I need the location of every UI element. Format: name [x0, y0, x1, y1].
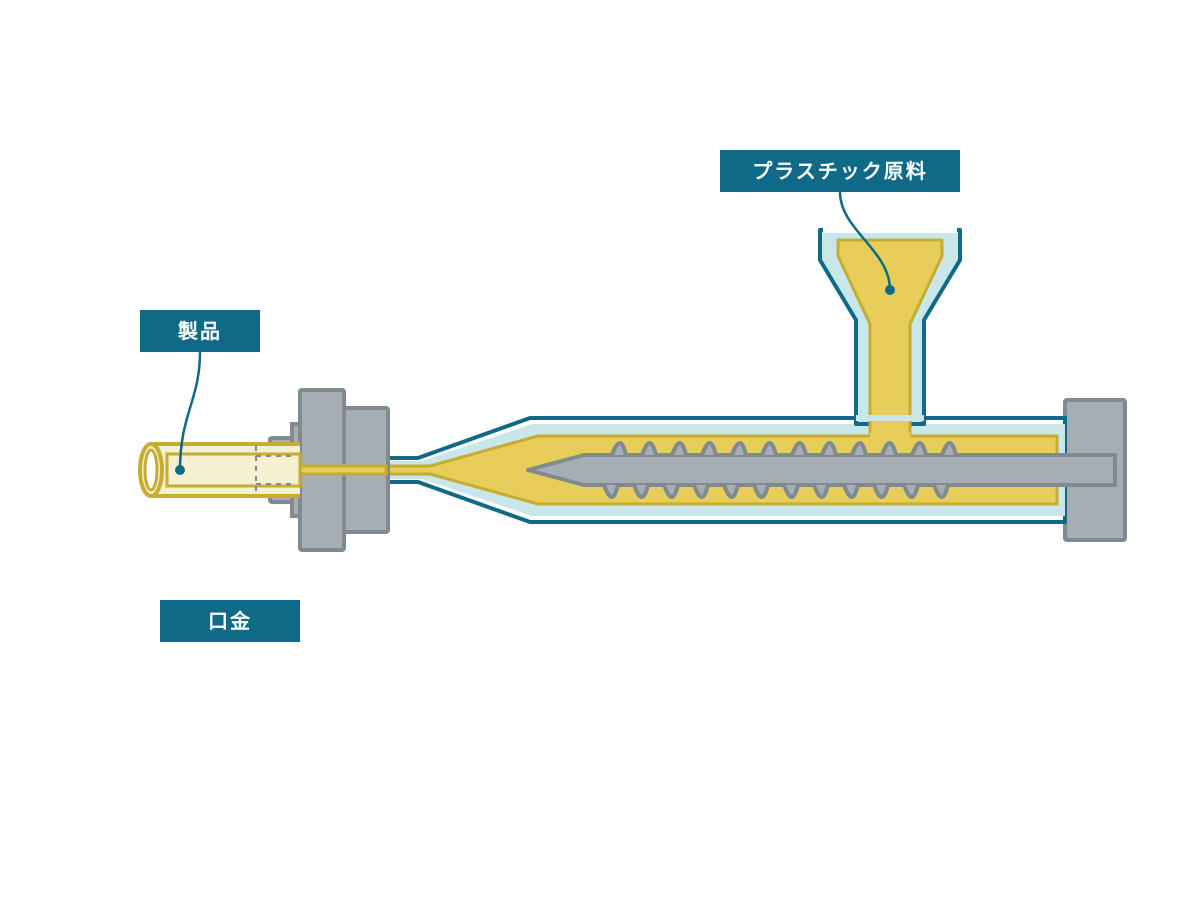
label-product: 製品: [140, 310, 260, 352]
extruder-diagram: プラスチック原料製品口金: [0, 0, 1200, 900]
screw-shaft: [528, 455, 1115, 485]
label-raw_material-text: プラスチック原料: [752, 160, 928, 183]
label-die: 口金: [160, 600, 300, 642]
label-product-text: 製品: [178, 319, 222, 343]
label-raw_material: プラスチック原料: [720, 150, 960, 192]
hopper-plastic: [838, 240, 942, 436]
label-die-text: 口金: [208, 609, 252, 633]
product-body: [151, 444, 300, 496]
